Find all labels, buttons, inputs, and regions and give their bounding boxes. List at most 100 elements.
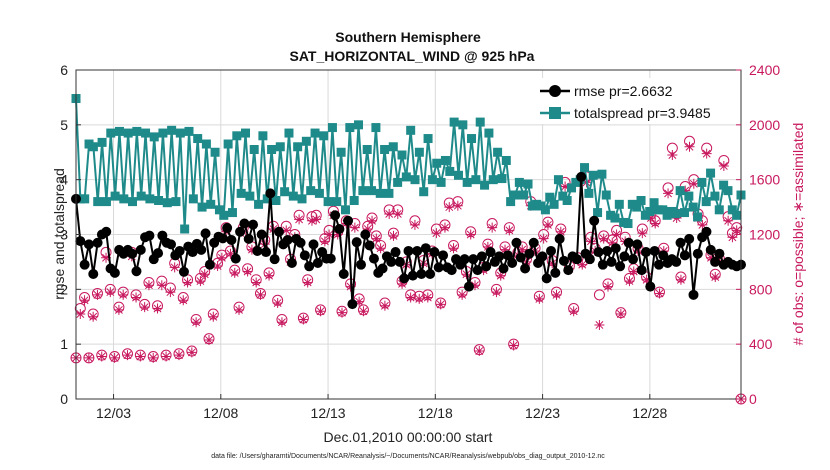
obs-assimilated-point (487, 222, 498, 233)
totalspread-point (545, 192, 555, 202)
rmse-point (710, 256, 721, 267)
obs-assimilated-point (143, 280, 154, 291)
rmse-point (571, 254, 582, 265)
obs-assimilated-point (508, 340, 519, 351)
totalspread-point (523, 179, 533, 189)
obs-assimilated-point (409, 219, 420, 230)
totalspread-point (310, 128, 320, 138)
totalspread-point (553, 175, 563, 185)
totalspread-point (293, 142, 303, 152)
rmse-point (554, 233, 565, 244)
totalspread-point (175, 128, 185, 138)
obs-assimilated-point (577, 259, 588, 270)
obs-assimilated-point (598, 233, 609, 244)
rmse-point (325, 253, 336, 264)
rmse-point (131, 266, 142, 277)
totalspread-point (188, 194, 198, 204)
totalspread-point (232, 131, 242, 141)
obs-assimilated-point (431, 228, 442, 239)
totalspread-point (145, 194, 155, 204)
obs-assimilated-point (173, 350, 184, 361)
obs-assimilated-point (75, 309, 86, 320)
obs-assimilated-point (705, 252, 716, 263)
totalspread-point (367, 186, 377, 196)
rmse-point (438, 250, 449, 261)
obs-assimilated-point (594, 319, 605, 330)
x-tick-label: 12/13 (311, 405, 346, 421)
obs-assimilated-point (165, 287, 176, 298)
legend-rmse-marker (549, 85, 561, 97)
totalspread-point (488, 175, 498, 185)
y-tick-label: 4 (60, 172, 68, 188)
obs-assimilated-point (332, 229, 343, 240)
x-tick-label: 12/03 (96, 405, 131, 421)
rmse-point (494, 251, 505, 262)
totalspread-point (562, 196, 572, 206)
obs-assimilated-point (628, 266, 639, 277)
y-axis-left: 0 1 2 3 4 5 6 (60, 62, 81, 407)
obs-assimilated-point (482, 241, 493, 252)
obs-assimilated-point (688, 178, 699, 189)
obs-assimilated-point (182, 277, 193, 288)
obs-assimilated-point (208, 311, 219, 322)
totalspread-point (245, 191, 255, 201)
obs-assimilated-point (294, 214, 305, 225)
rmse-point (520, 263, 531, 274)
rmse-point (463, 281, 474, 292)
rmse-point (394, 256, 405, 267)
rmse-point (343, 215, 354, 226)
rmse-point (528, 237, 539, 248)
totalspread-point (284, 128, 294, 138)
totalspread-point (241, 128, 251, 138)
rmse-point (701, 226, 712, 237)
y-tick-label: 0 (60, 391, 68, 407)
totalspread-point (210, 147, 220, 157)
rmse-point (330, 210, 341, 221)
rmse-point (692, 248, 703, 259)
rmse-point (347, 299, 358, 310)
obs-assimilated-point (229, 267, 240, 278)
rmse-point (675, 237, 686, 248)
totalspread-point (110, 191, 120, 201)
totalspread-point (162, 198, 172, 208)
totalspread-point (684, 191, 694, 201)
obs-assimilated-point (654, 288, 665, 299)
y2-tick-label: 400 (749, 336, 773, 352)
obs-assimilated-point (663, 188, 674, 199)
obs-assimilated-point (474, 346, 485, 357)
obs-assimilated-point (186, 347, 197, 358)
obs-assimilated-point (337, 307, 347, 318)
totalspread-point (227, 208, 237, 218)
rmse-point (360, 229, 371, 240)
obs-assimilated-point (384, 208, 395, 219)
totalspread-point (141, 128, 151, 138)
totalspread-point (693, 212, 703, 222)
rmse-point (684, 233, 695, 244)
obs-assimilated-point (517, 244, 528, 255)
totalspread-point (584, 188, 594, 198)
totalspread-point (101, 197, 111, 207)
obs-assimilated-point (251, 277, 262, 288)
rmse-point (615, 261, 626, 272)
totalspread-point (136, 191, 146, 201)
totalspread-point (193, 134, 203, 144)
obs-assimilated-point (152, 303, 163, 314)
totalspread-point (345, 123, 355, 133)
obs-assimilated-point (603, 281, 613, 292)
totalspread-point (393, 177, 403, 187)
obs-assimilated-point (414, 293, 425, 304)
rmse-point (187, 247, 198, 258)
obs-assimilated-point (118, 289, 129, 300)
totalspread-point (97, 137, 107, 147)
obs-assimilated-point (161, 351, 172, 362)
totalspread-point (549, 199, 559, 209)
totalspread-point (719, 180, 729, 190)
obs-assimilated-point (615, 309, 626, 320)
x-tick-label: 12/08 (203, 405, 238, 421)
totalspread-point (445, 166, 455, 176)
totalspread-point (506, 197, 516, 207)
totalspread-point (154, 196, 164, 206)
obs-assimilated-point (551, 289, 562, 300)
obs-assimilated-point (701, 148, 712, 159)
